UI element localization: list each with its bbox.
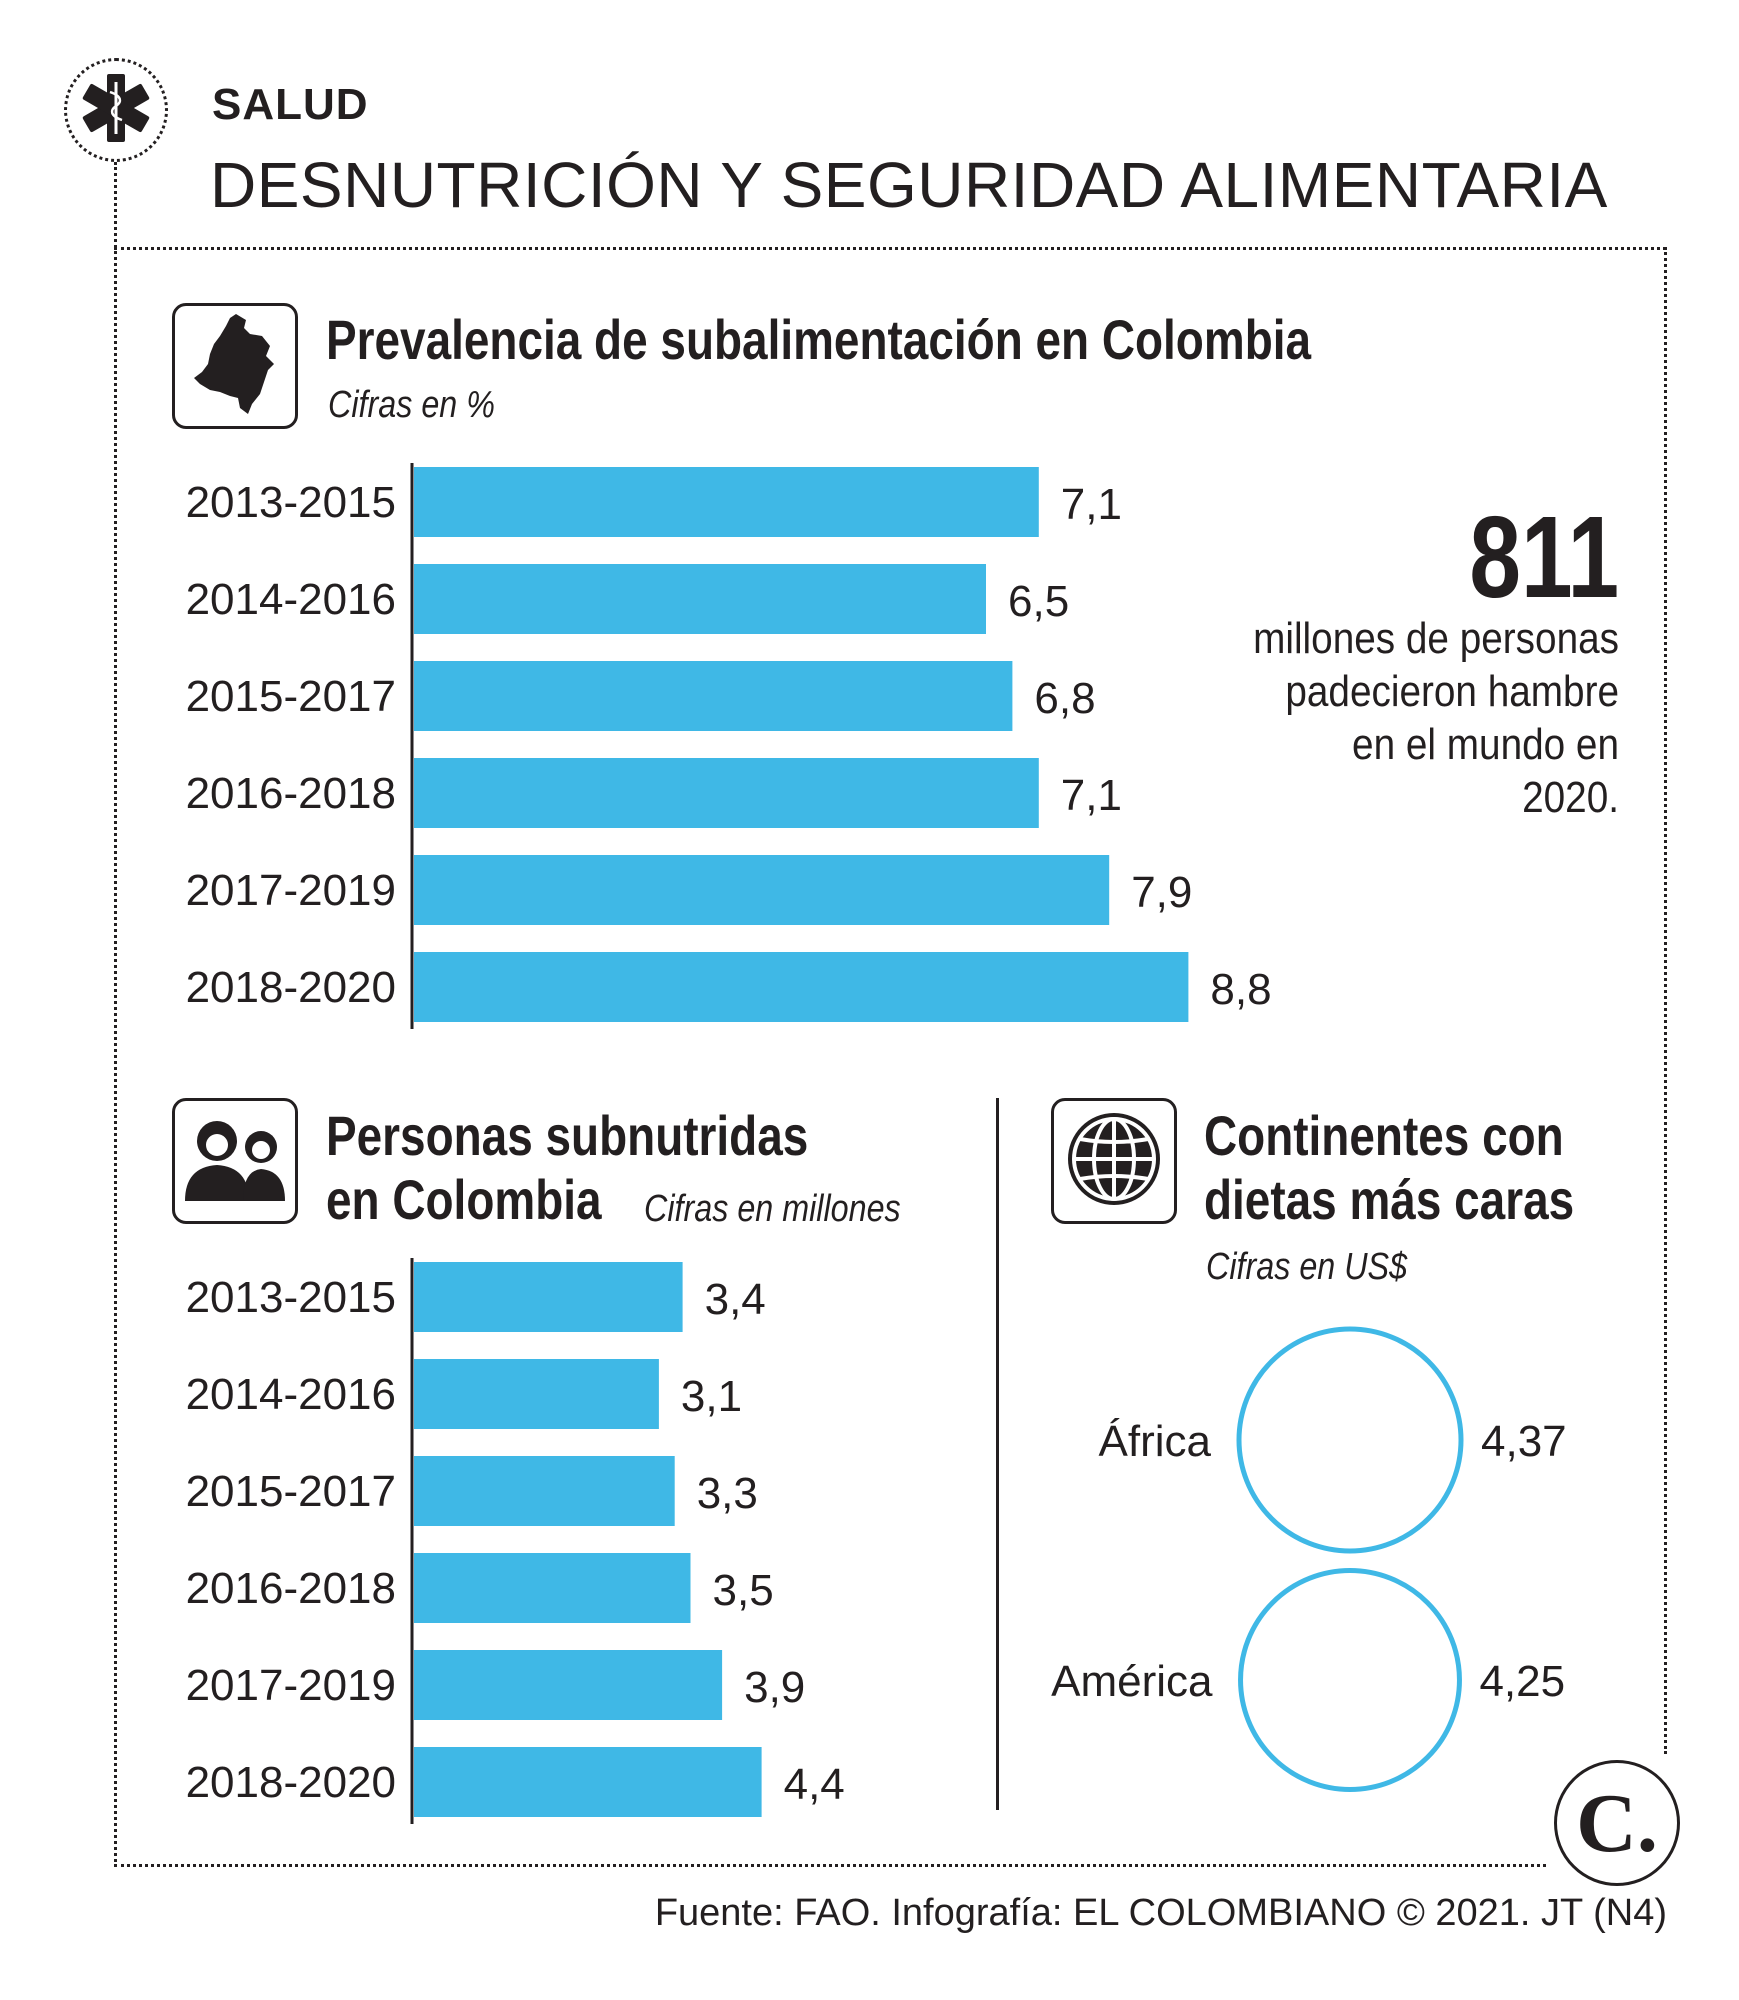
chart2-title-line1: Personas subnutridas en Colombia xyxy=(326,1104,834,1232)
chart1-category-label: 2018-2020 xyxy=(186,963,396,1012)
chart2-category-label: 2013-2015 xyxy=(186,1273,396,1322)
people-icon xyxy=(183,1117,287,1206)
chart3-icon-box xyxy=(1051,1098,1177,1224)
chart1-plot: 2013-2015 7,1 2014-2016 6,5 2015-2017 6,8 2016… xyxy=(186,463,1272,1029)
chart3-category-label: África xyxy=(1099,1417,1212,1466)
section-label: SALUD xyxy=(212,80,369,129)
chart2-bar xyxy=(414,1359,659,1429)
page-title: DESNUTRICIÓN Y SEGURIDAD ALIMENTARIA xyxy=(210,149,1608,221)
globe-icon xyxy=(1064,1109,1164,1214)
chart1-title: Prevalencia de subalimentación en Colomb… xyxy=(326,308,1312,371)
chart2-bar xyxy=(414,1553,691,1623)
chart1-bar xyxy=(414,661,1013,731)
chart3-title-text: Continentes con dietas más caras xyxy=(1204,1104,1575,1231)
chart2-subtitle: Cifras en millones xyxy=(644,1188,901,1230)
section-badge xyxy=(64,58,168,162)
chart3-title: Continentes con dietas más caras xyxy=(1204,1104,1589,1232)
source-credit: Fuente: FAO. Infografía: EL COLOMBIANO ©… xyxy=(654,1892,1667,1934)
chart1-category-label: 2016-2018 xyxy=(186,769,396,818)
chart1-value-label: 7,1 xyxy=(1061,480,1122,529)
chart2-category-label: 2018-2020 xyxy=(186,1758,396,1807)
chart2-category-label: 2015-2017 xyxy=(186,1467,396,1516)
chart2-icon-box xyxy=(172,1098,298,1224)
chart2-value-label: 3,3 xyxy=(697,1469,758,1518)
chart1-value-label: 8,8 xyxy=(1210,965,1271,1014)
chart2-category-label: 2014-2016 xyxy=(186,1370,396,1419)
chart2-bar xyxy=(414,1456,675,1526)
chart3-subtitle: Cifras en US$ xyxy=(1206,1246,1408,1288)
chart3-value-label: 4,37 xyxy=(1481,1417,1567,1466)
chart2-plot: 2013-2015 3,4 2014-2016 3,1 2015-2017 3,3 2016… xyxy=(186,1258,845,1824)
chart1-value-label: 6,8 xyxy=(1034,674,1095,723)
chart1-category-label: 2013-2015 xyxy=(186,478,396,527)
chart1-bar xyxy=(414,758,1039,828)
frame-left-border xyxy=(114,162,117,1867)
chart1-category-label: 2017-2019 xyxy=(186,866,396,915)
star-of-life-icon xyxy=(80,72,152,149)
chart2-value-label: 4,4 xyxy=(784,1760,845,1809)
highlight-text: millones de personas padecieron hambre e… xyxy=(1253,614,1619,822)
chart3-plot: África 4,37 América 4,25 xyxy=(1051,1326,1567,1792)
section-divider xyxy=(996,1098,999,1810)
chart1-bar xyxy=(414,467,1039,537)
el-colombiano-logo-icon: C. xyxy=(1576,1776,1658,1870)
chart1-value-label: 7,1 xyxy=(1061,771,1122,820)
chart1-bar xyxy=(414,952,1189,1022)
chart2-title: Personas subnutridas en Colombia xyxy=(326,1104,809,1231)
brand-logo: C. xyxy=(1554,1760,1680,1886)
chart2-bar xyxy=(414,1262,683,1332)
chart3-bubble xyxy=(1236,1326,1464,1554)
chart1-icon-box xyxy=(172,303,298,429)
chart1-bar xyxy=(414,855,1110,925)
chart2-value-label: 3,9 xyxy=(744,1663,805,1712)
chart1-value-label: 6,5 xyxy=(1008,577,1069,626)
chart3-value-label: 4,25 xyxy=(1479,1657,1565,1706)
chart3-category-label: América xyxy=(1051,1657,1213,1706)
chart2-bar xyxy=(414,1650,723,1720)
colombia-map-icon xyxy=(190,312,280,421)
chart2-value-label: 3,1 xyxy=(681,1372,742,1421)
chart1-value-label: 7,9 xyxy=(1131,868,1192,917)
chart1-bar xyxy=(414,564,986,634)
frame-right-border xyxy=(1664,247,1667,1754)
chart2-value-label: 3,4 xyxy=(705,1275,766,1324)
frame-bottom-border xyxy=(114,1864,1546,1867)
chart2-value-label: 3,5 xyxy=(713,1566,774,1615)
frame-top-border xyxy=(114,247,1666,250)
chart3-bubble xyxy=(1238,1568,1462,1792)
chart1-category-label: 2015-2017 xyxy=(186,672,396,721)
chart1-category-label: 2014-2016 xyxy=(186,575,396,624)
highlight-number: 811 xyxy=(1469,492,1619,622)
chart2-bar xyxy=(414,1747,762,1817)
chart2-category-label: 2016-2018 xyxy=(186,1564,396,1613)
chart1-subtitle: Cifras en % xyxy=(328,384,495,426)
chart2-category-label: 2017-2019 xyxy=(186,1661,396,1710)
